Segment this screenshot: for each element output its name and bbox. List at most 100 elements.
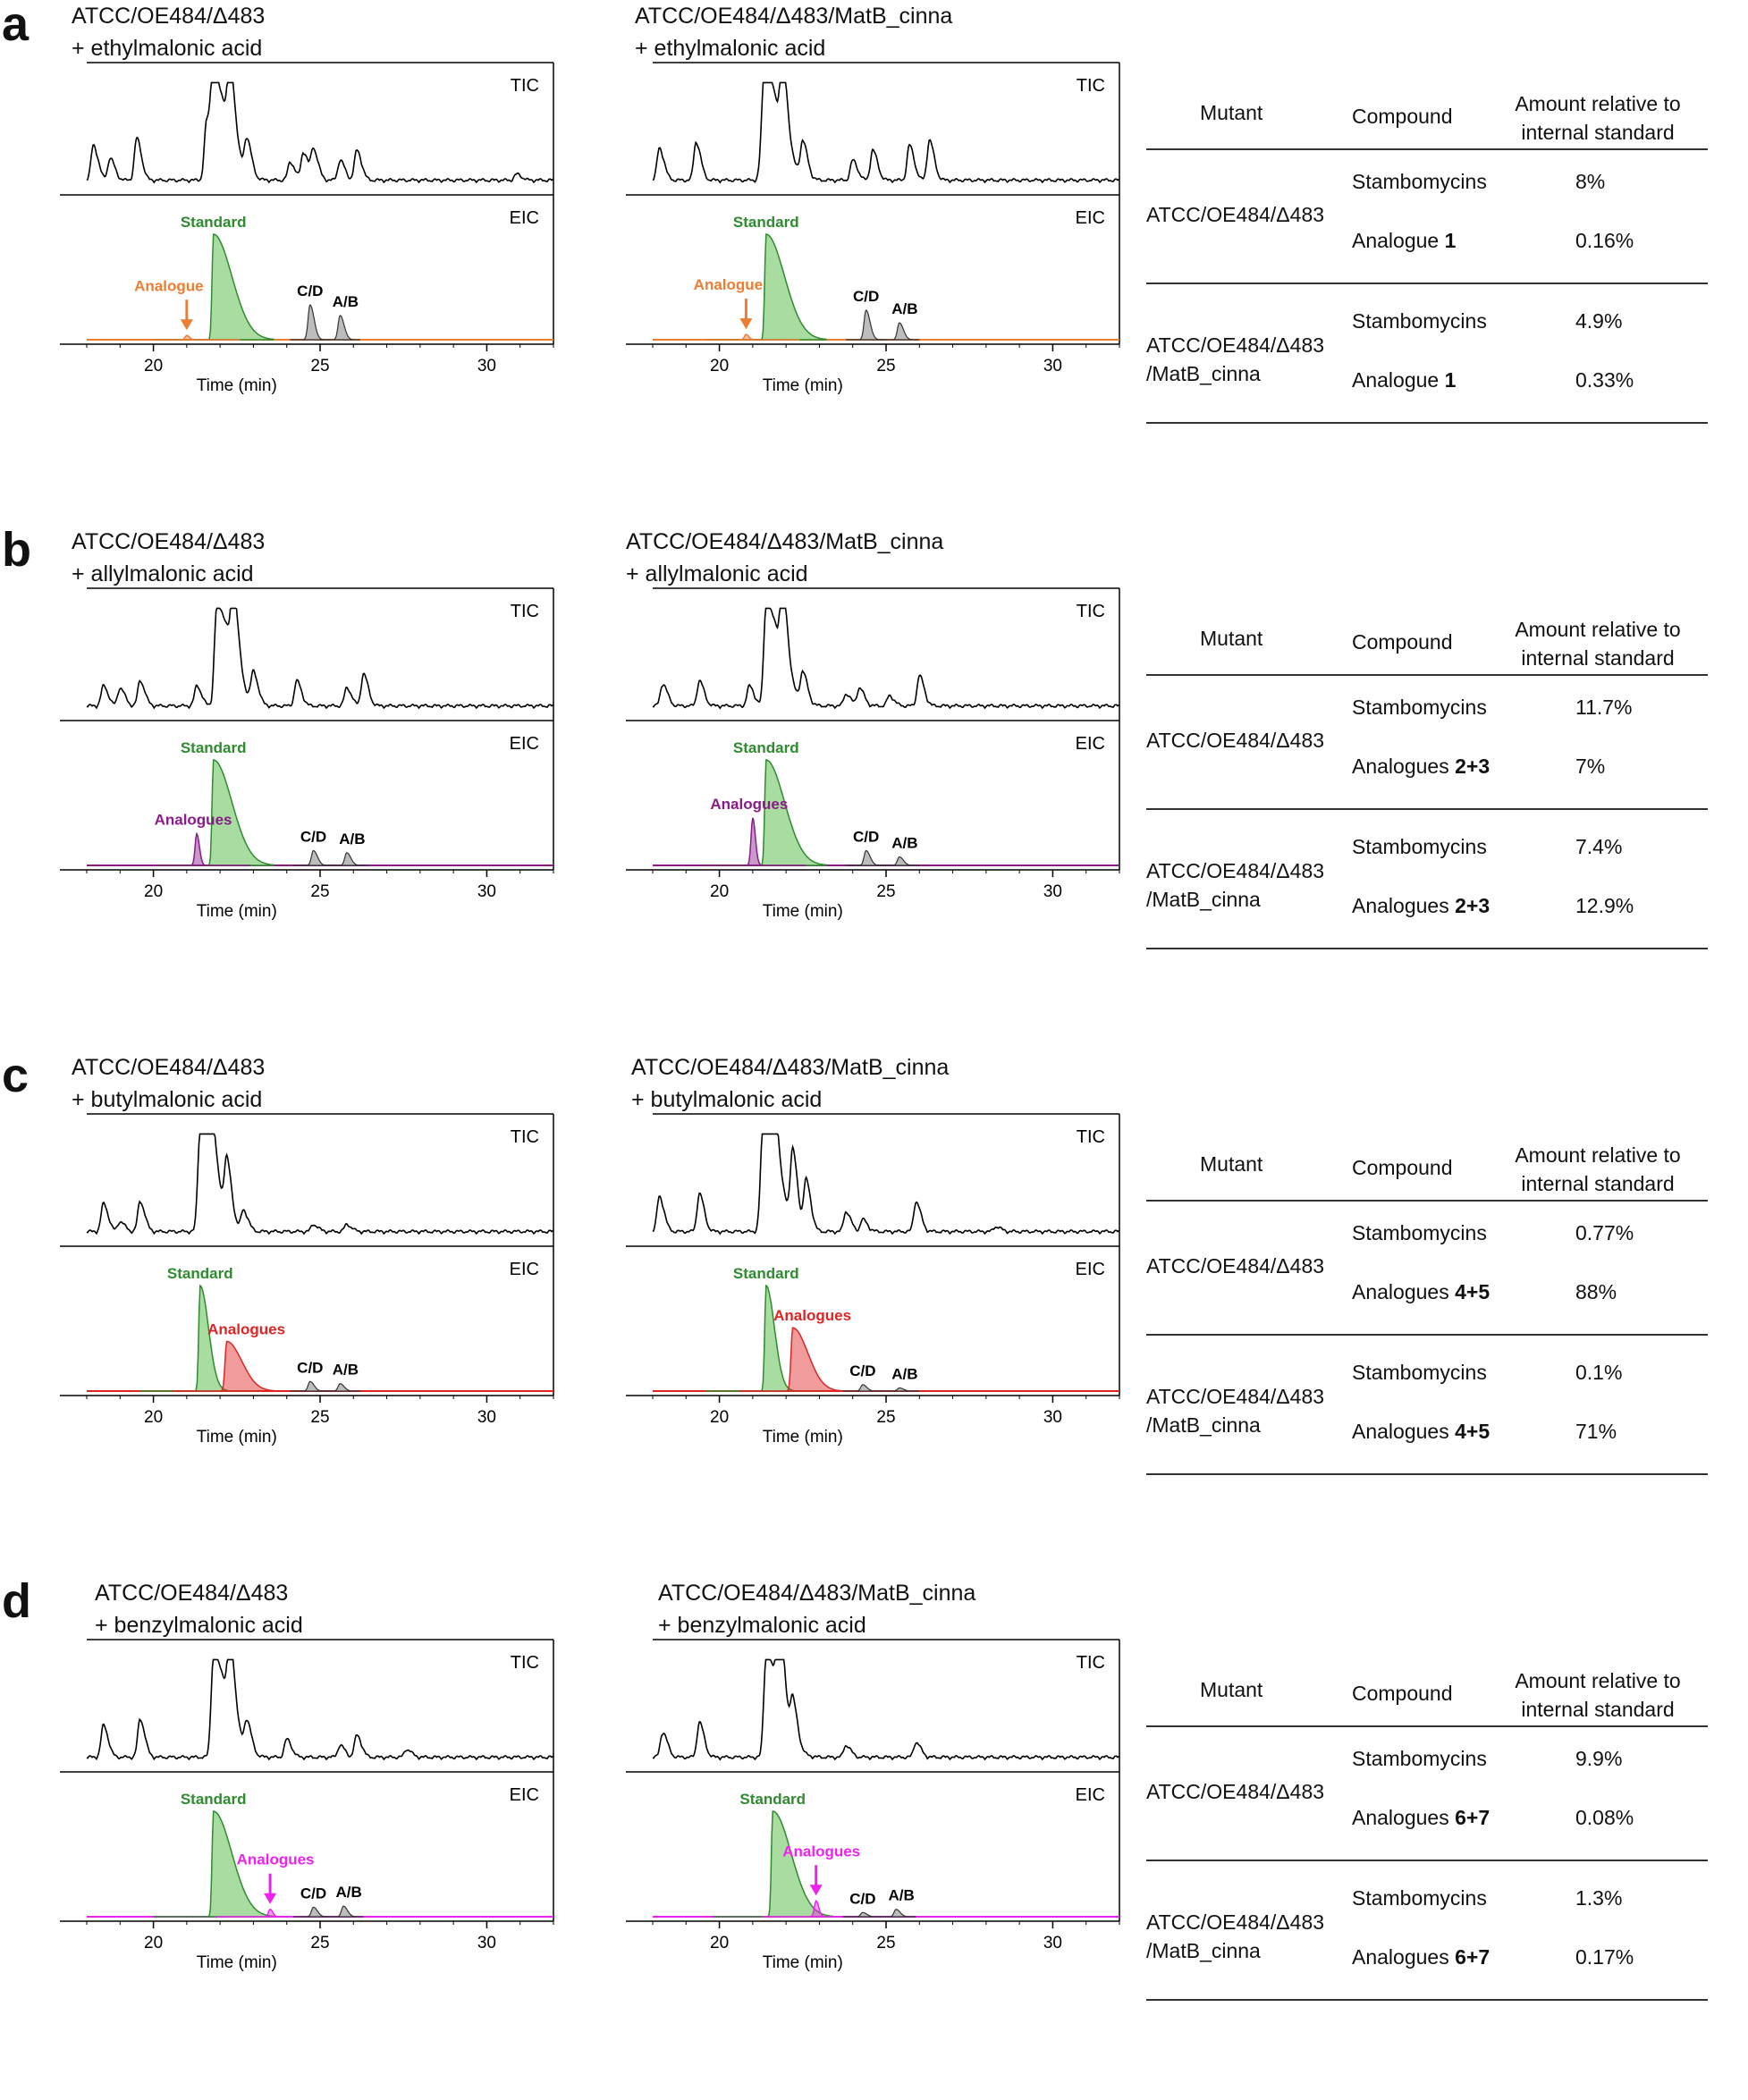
left-title: ATCC/OE484/Δ483 + ethylmalonic acid: [72, 0, 265, 64]
value-stambomycins: 9.9%: [1575, 1747, 1623, 1770]
standard-peak: [713, 1810, 834, 1918]
compound-stambomycins: Stambomycins: [1352, 696, 1487, 719]
standard-label: Standard: [739, 1791, 806, 1808]
mutant-line: ATCC/OE484/Δ483: [1146, 1254, 1325, 1278]
header-mutant: Mutant: [1200, 1152, 1263, 1176]
chromatogram-right: 20 25 30 Time (min) TIC EIC Standard C/D A/B Anal…: [626, 587, 1120, 921]
ab-label: A/B: [891, 1365, 917, 1382]
quantification-table: Mutant Compound Amount relative to interna…: [1146, 615, 1708, 973]
value-analogue: 71%: [1575, 1420, 1617, 1443]
cd-peak: [290, 304, 331, 341]
mutant-line: ATCC/OE484/Δ483: [1146, 333, 1325, 357]
eic-label: EIC: [1076, 208, 1105, 228]
x-tick-label: 30: [477, 1408, 496, 1427]
compound-analogue: Analogues 6+7: [1352, 1945, 1490, 1969]
mutant-line: /MatB_cinna: [1146, 1413, 1261, 1437]
standard-label: Standard: [167, 1265, 233, 1282]
panel-letter: c: [2, 1049, 30, 1102]
panel-d: d ATCC/OE484/Δ483 + benzylmalonic acid ATCC…: [0, 1577, 1748, 2100]
header-rule: [1146, 1200, 1708, 1202]
analogue-arrowhead: [809, 1885, 823, 1896]
standard-peak: [705, 759, 827, 866]
mutant-cell: ATCC/OE484/Δ483/MatB_cinna: [1146, 1908, 1324, 1965]
header-rule: [1146, 148, 1708, 150]
eic-label: EIC: [510, 1785, 539, 1805]
tic-trace: [86, 1658, 554, 1761]
tic-trace: [86, 1133, 554, 1236]
tic-label: TIC: [511, 76, 539, 96]
title-line: ATCC/OE484/Δ483: [72, 4, 266, 29]
title-line: + allylmalonic acid: [72, 561, 254, 586]
header-compound: Compound: [1352, 1682, 1453, 1705]
title-line: + butylmalonic acid: [72, 1087, 263, 1112]
ab-peak: [323, 1905, 364, 1918]
compound-analogue-number: 1: [1444, 368, 1457, 392]
tic-trace: [652, 607, 1120, 710]
ab-peak: [879, 322, 920, 341]
x-tick-label: 20: [710, 1408, 729, 1427]
quantification-table: Mutant Compound Amount relative to interna…: [1146, 89, 1708, 447]
analogue-peak: [692, 333, 800, 341]
x-axis-label: Time (min): [197, 1428, 277, 1446]
x-tick-label: 20: [144, 882, 163, 901]
x-tick-label: 25: [310, 882, 329, 901]
cd-label: C/D: [853, 288, 879, 305]
compound-analogue-number: 2+3: [1455, 894, 1490, 917]
left-title: ATCC/OE484/Δ483 + benzylmalonic acid: [95, 1577, 303, 1641]
mutant-line: ATCC/OE484/Δ483: [1146, 859, 1325, 882]
header-compound: Compound: [1352, 1156, 1453, 1179]
analogue-label: Analogues: [155, 812, 232, 829]
value-stambomycins: 8%: [1575, 170, 1606, 193]
x-tick-label: 30: [1043, 1934, 1062, 1952]
title-line: + allylmalonic acid: [626, 561, 808, 586]
tic-trace: [652, 1133, 1120, 1236]
compound-analogue-number: 6+7: [1455, 1806, 1490, 1829]
tic-label: TIC: [1077, 602, 1105, 621]
title-line: + butylmalonic acid: [631, 1087, 823, 1112]
ab-label: A/B: [335, 1884, 361, 1901]
eic-label: EIC: [1076, 734, 1105, 754]
standard-peak: [153, 1810, 274, 1918]
compound-analogue-prefix: Analogue: [1352, 368, 1445, 392]
right-title: ATCC/OE484/Δ483/MatB_cinna + butylmalonic…: [631, 1051, 949, 1116]
tic-trace: [652, 1658, 1120, 1761]
ab-peak: [320, 1383, 360, 1392]
title-line: ATCC/OE484/Δ483: [72, 529, 266, 554]
compound-analogue-number: 1: [1444, 229, 1457, 252]
ab-label: A/B: [891, 835, 917, 852]
compound-analogue: Analogues 2+3: [1352, 755, 1490, 779]
standard-label: Standard: [733, 214, 799, 231]
x-tick-label: 30: [477, 882, 496, 901]
cd-label: C/D: [300, 828, 326, 845]
x-tick-label: 30: [1043, 1408, 1062, 1427]
x-tick-label: 25: [310, 357, 329, 375]
tic-trace: [86, 81, 554, 184]
value-analogue: 0.08%: [1575, 1806, 1634, 1829]
value-stambomycins: 1.3%: [1575, 1886, 1623, 1910]
mutant-cell: ATCC/OE484/Δ483: [1146, 1252, 1324, 1280]
panel-b: b ATCC/OE484/Δ483 + allylmalonic acid ATCC/…: [0, 526, 1748, 1049]
eic-label: EIC: [1076, 1260, 1105, 1279]
compound-stambomycins: Stambomycins: [1352, 1221, 1487, 1244]
header-mutant: Mutant: [1200, 627, 1263, 650]
header-compound: Compound: [1352, 105, 1453, 128]
x-axis-label: Time (min): [197, 902, 277, 921]
value-analogue: 0.33%: [1575, 368, 1634, 392]
tic-label: TIC: [1077, 1653, 1105, 1673]
x-tick-label: 30: [1043, 357, 1062, 375]
cd-label: C/D: [297, 283, 323, 299]
x-axis-label: Time (min): [763, 1428, 843, 1446]
ab-peak: [879, 856, 920, 866]
value-analogue: 88%: [1575, 1280, 1617, 1303]
value-analogue: 12.9%: [1575, 894, 1634, 917]
x-axis-label: Time (min): [197, 1953, 277, 1972]
mutant-line: ATCC/OE484/Δ483: [1146, 729, 1325, 752]
compound-analogue: Analogue 1: [1352, 229, 1456, 253]
mutant-line: ATCC/OE484/Δ483: [1146, 1385, 1325, 1408]
right-title: ATCC/OE484/Δ483/MatB_cinna + allylmalonic…: [626, 526, 943, 590]
title-line: + benzylmalonic acid: [95, 1613, 303, 1638]
chromatogram-left: 20 25 30 Time (min) TIC EIC Standard C/D A/B Anal…: [60, 1639, 554, 1972]
x-axis-label: Time (min): [197, 376, 277, 395]
eic-label: EIC: [1076, 1785, 1105, 1805]
row-rule: [1146, 948, 1708, 949]
